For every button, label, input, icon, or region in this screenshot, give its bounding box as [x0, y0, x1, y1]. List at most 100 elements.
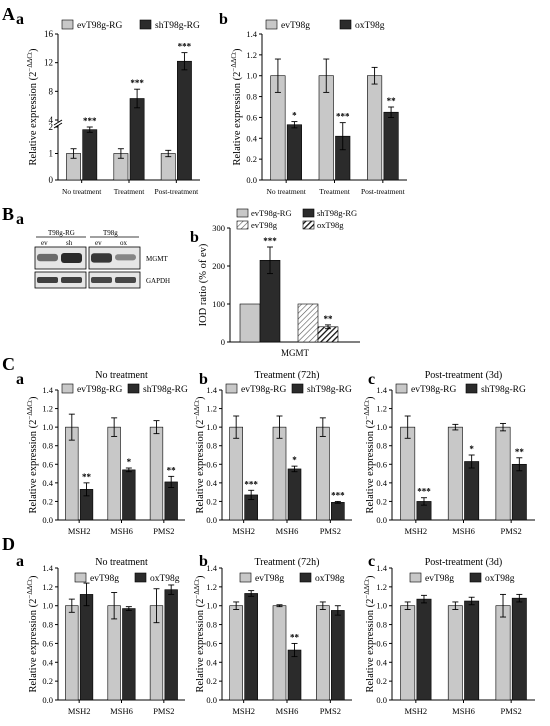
significance-label: ** [324, 314, 334, 324]
y-tick-label: 1.4 [376, 563, 387, 573]
y-tick-label: 0.4 [42, 657, 53, 667]
bar [272, 605, 287, 701]
y-tick-label: 1.2 [376, 404, 387, 414]
y-tick-label: 0.4 [206, 478, 217, 488]
bar [229, 605, 243, 701]
y-axis-label: Relative expression (2−ΔΔCt) [363, 396, 376, 513]
panel-letter-Db: b [199, 553, 208, 570]
bar [511, 463, 527, 521]
chart-title: No treatment [95, 557, 148, 568]
panel-letter-B: B [2, 204, 14, 224]
significance-label: * [292, 111, 297, 121]
chart-title: Treatment (72h) [255, 370, 320, 381]
bar [287, 468, 302, 521]
legend-swatch [61, 19, 74, 30]
significance-label: * [469, 444, 474, 454]
panel-letter-A: A [2, 4, 15, 24]
panel-letter-Da: a [16, 553, 24, 570]
significance-label: * [292, 455, 297, 465]
y-tick-label: 1.0 [376, 601, 387, 611]
panel-letter-Cb: b [199, 371, 208, 388]
y-tick-label: 0 [221, 337, 225, 347]
legend-label: evT98g [251, 220, 278, 230]
y-axis-label-end: ) [28, 48, 39, 52]
bar [297, 303, 319, 343]
x-tick-label: PMS2 [153, 526, 174, 536]
y-tick-label: 16 [44, 29, 54, 39]
y-axis-label-superscript: −ΔΔCt [193, 579, 201, 599]
y-tick-label: 0.0 [206, 515, 217, 525]
legend-label: oxT98g [150, 574, 180, 584]
legend-swatch [469, 572, 482, 583]
blot-lane-label: ev [41, 239, 48, 247]
x-tick-label: MSH2 [68, 526, 91, 536]
y-tick-label: 1.2 [376, 582, 387, 592]
bar [239, 303, 261, 343]
y-axis-label-superscript: −ΔΔCt [26, 579, 34, 599]
x-tick-label: MSH6 [110, 706, 133, 716]
significance-label: *** [417, 487, 431, 497]
y-tick-label: 1.0 [42, 422, 53, 432]
y-tick-label: 0.4 [42, 478, 53, 488]
bar [129, 98, 145, 181]
x-tick-label: MSH2 [232, 706, 255, 716]
bar [416, 598, 432, 701]
significance-label: *** [178, 42, 192, 52]
y-tick-label: 0.6 [42, 638, 53, 648]
blot-box-gapdh-1 [34, 271, 87, 289]
axis-break-mark [53, 119, 63, 126]
y-tick-label: 0.6 [206, 638, 217, 648]
y-tick-label: 1.4 [206, 385, 217, 395]
bar [367, 75, 383, 181]
significance-label: ** [167, 465, 177, 475]
bar [107, 426, 121, 521]
y-axis-label: Relative expression (2−ΔΔCt) [363, 575, 376, 692]
blot-band-mgmt [37, 253, 58, 262]
legend-swatch [265, 19, 278, 30]
bar [286, 124, 302, 181]
y-tick-label: 1.0 [246, 71, 257, 81]
y-tick-label: 0.2 [376, 496, 387, 506]
panel-letter-C: C [2, 354, 15, 374]
bar [400, 426, 416, 521]
y-tick-label: 0.4 [246, 133, 257, 143]
legend-swatch [302, 220, 315, 230]
blot-band-label-mgmt: MGMT [146, 255, 169, 263]
y-axis-label-superscript: −ΔΔCt [363, 579, 371, 599]
blot-band-mgmt [61, 253, 82, 263]
y-axis-label-end: ) [28, 396, 39, 400]
y-axis-label-main: Relative expression (2 [195, 420, 206, 514]
legend-label: oxT98g [485, 574, 515, 584]
legend-swatch [291, 383, 304, 394]
y-axis-label: Relative expression (2−ΔΔCt) [26, 396, 39, 513]
legend-label: oxT98g [315, 574, 345, 584]
legend-swatch [134, 572, 147, 583]
legend-label: oxT98g [355, 21, 385, 31]
y-tick-label: 1.2 [42, 404, 53, 414]
chart-title: No treatment [95, 370, 148, 381]
y-tick-label: 0.8 [42, 620, 53, 630]
y-axis-label-end: ) [232, 48, 243, 52]
y-axis-label-end: ) [365, 575, 376, 579]
chart-title: Treatment (72h) [255, 557, 320, 568]
y-tick-label: 1 [49, 149, 54, 159]
x-tick-label: MSH2 [232, 526, 255, 536]
blot-lane-label: ox [120, 239, 128, 247]
y-tick-label: 0.0 [376, 515, 387, 525]
y-tick-label: 0.2 [376, 676, 387, 686]
legend-swatch [299, 572, 312, 583]
panel-letter-Bb: b [190, 229, 199, 246]
western-blot: T98g-RG ev sh T98g ev ox MGMT GAPDH [34, 229, 170, 289]
bar [244, 593, 258, 701]
bar [511, 597, 527, 701]
bar [149, 426, 164, 521]
bar [316, 605, 330, 701]
bar [464, 461, 480, 521]
y-tick-label: 1.0 [376, 422, 387, 432]
x-tick-label: Treatment [114, 187, 145, 196]
y-axis-label-main: Relative expression (2 [28, 599, 39, 693]
